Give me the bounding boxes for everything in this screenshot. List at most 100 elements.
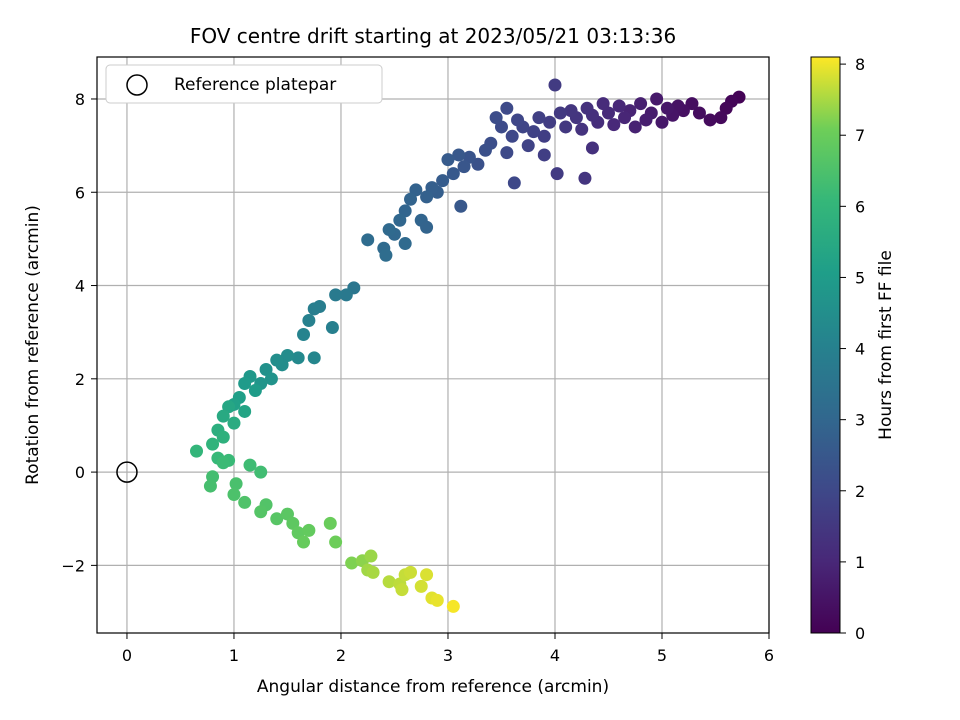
data-point [339, 288, 353, 302]
data-point [216, 430, 230, 444]
data-point [404, 192, 418, 206]
data-point [420, 568, 434, 582]
data-point [596, 97, 610, 111]
data-point [612, 99, 626, 113]
data-point [398, 237, 412, 251]
data-point [379, 248, 393, 262]
data-point [628, 120, 642, 134]
data-point [660, 101, 674, 115]
data-point [578, 171, 592, 185]
data-point [361, 233, 375, 247]
data-point [430, 593, 444, 607]
legend-marker [126, 74, 148, 96]
colorbar: 0 1 2 3 4 5 6 7 8 Hours from first FF file [810, 55, 896, 643]
colorbar-label: Hours from first FF file [876, 250, 896, 440]
x-tick-label: 0 [122, 646, 132, 665]
data-point [216, 456, 230, 470]
data-point [238, 376, 252, 390]
data-point [291, 351, 305, 365]
data-point [489, 111, 503, 125]
y-tick-label: 2 [75, 370, 85, 389]
colorbar-tick-label: 3 [855, 411, 865, 430]
data-point [307, 302, 321, 316]
data-point [446, 599, 460, 613]
data-point [585, 141, 599, 155]
colorbar-tick-label: 8 [855, 55, 865, 74]
colorbar-tick-label: 2 [855, 482, 865, 501]
data-point [548, 78, 562, 92]
data-point [227, 487, 241, 501]
x-tick-label: 4 [550, 646, 560, 665]
data-point [264, 372, 278, 386]
data-point [329, 288, 343, 302]
data-point [527, 125, 541, 139]
legend: Reference platepar [105, 64, 383, 104]
data-point [254, 505, 268, 519]
data-point [382, 575, 396, 589]
data-point [307, 351, 321, 365]
data-point [441, 153, 455, 167]
data-point [345, 556, 359, 570]
data-point [692, 106, 706, 120]
data-point [452, 148, 466, 162]
reference-marker [116, 461, 138, 483]
data-point [505, 129, 519, 143]
data-point [420, 220, 434, 234]
colorbar-gradient [810, 56, 841, 634]
data-point [395, 583, 409, 597]
y-tick-label: −2 [61, 556, 85, 575]
chart-title: FOV centre drift starting at 2023/05/21 … [190, 24, 676, 48]
data-point [229, 477, 243, 491]
colorbar-tick-label: 0 [855, 624, 865, 643]
data-point [564, 104, 578, 118]
y-tick-label: 6 [75, 183, 85, 202]
x-tick-label: 2 [336, 646, 346, 665]
data-point [393, 213, 407, 227]
data-point [618, 111, 632, 125]
data-point [366, 565, 380, 579]
data-point [420, 190, 434, 204]
grid [97, 57, 770, 633]
data-point [454, 199, 468, 213]
data-point [650, 92, 664, 106]
y-axis-label: Rotation from reference (arcmin) [23, 205, 43, 485]
colorbar-tick-label: 4 [855, 340, 865, 359]
data-point [550, 167, 564, 181]
data-point [302, 314, 316, 328]
data-point [607, 118, 621, 132]
legend-label: Reference platepar [174, 75, 336, 95]
x-tick-label: 1 [229, 646, 239, 665]
data-point [190, 444, 204, 458]
data-point [543, 115, 557, 129]
data-point [521, 139, 535, 153]
data-point [297, 328, 311, 342]
data-point [537, 148, 551, 162]
data-point [254, 465, 268, 479]
data-point [382, 223, 396, 237]
data-point [575, 122, 589, 136]
colorbar-tick-label: 6 [855, 197, 865, 216]
data-point [457, 160, 471, 174]
y-tick-label: 4 [75, 277, 85, 296]
data-point [270, 512, 284, 526]
data-points [190, 78, 746, 613]
data-point [714, 111, 728, 125]
data-point [203, 479, 217, 493]
data-point [404, 565, 418, 579]
data-point [227, 416, 241, 430]
data-point [297, 535, 311, 549]
data-point [325, 321, 339, 335]
x-axis-label: Angular distance from reference (arcmin) [257, 677, 609, 697]
data-point [238, 495, 252, 509]
colorbar-tick-label: 5 [855, 268, 865, 287]
colorbar-tick-label: 7 [855, 126, 865, 145]
y-tick-label: 0 [75, 463, 85, 482]
data-point [500, 146, 514, 160]
x-tick-label: 3 [443, 646, 453, 665]
data-point [329, 535, 343, 549]
data-point [559, 120, 573, 134]
data-point [248, 383, 262, 397]
axis-ticks: 0 1 2 3 4 5 6 −2 0 2 4 6 8 [61, 90, 774, 665]
data-point [414, 579, 428, 593]
